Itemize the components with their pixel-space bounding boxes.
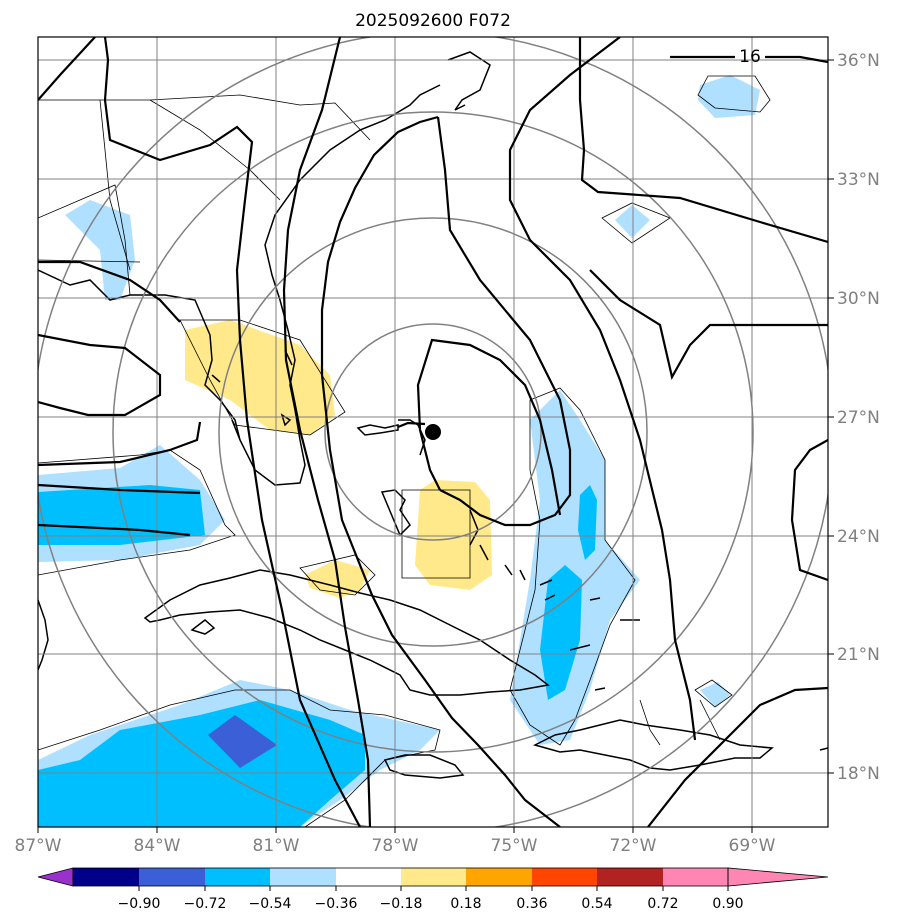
contour-label: 16 [739, 47, 761, 67]
range-rings [38, 37, 828, 827]
colorbar-tick-label: 0.54 [581, 896, 612, 912]
colorbar-tick-label: −0.54 [249, 896, 292, 912]
colorbar-tick-label: −0.36 [315, 896, 358, 912]
colorbar-segment [597, 868, 663, 886]
colorbar-segment [532, 868, 597, 886]
colorbar-extend-left [37, 867, 74, 887]
shading-mid-blue [38, 485, 597, 827]
lat-label: 21°N [837, 645, 880, 665]
colorbar-tick-label: 0.18 [450, 896, 481, 912]
shading-dark-blue [208, 715, 277, 768]
lon-label: 75°W [491, 836, 538, 856]
coastlines [38, 51, 828, 779]
lat-label: 33°N [837, 170, 880, 190]
lat-label: 36°N [837, 51, 880, 71]
colorbar-tick-label: 0.90 [712, 896, 743, 912]
lon-label: 72°W [610, 836, 657, 856]
storm-center-marker [425, 424, 441, 440]
colorbar-segment [73, 868, 139, 886]
lat-label: 30°N [837, 289, 880, 309]
colorbar-segment [401, 868, 466, 886]
colorbar-segment [466, 868, 532, 886]
lon-label: 84°W [134, 836, 181, 856]
colorbar-segment [336, 868, 401, 886]
lat-label: 18°N [837, 764, 880, 784]
colorbar-tick-label: −0.72 [184, 896, 227, 912]
colorbar-segment [139, 868, 205, 886]
colorbar-segment [205, 868, 270, 886]
lon-label: 87°W [15, 836, 62, 856]
lon-label: 78°W [372, 836, 419, 856]
map-frame [37, 36, 829, 828]
colorbar-tick-label: 0.36 [516, 896, 547, 912]
colorbar: −0.90 −0.72 −0.54 −0.36 −0.18 0.18 0.36 … [37, 867, 829, 912]
map-area: 16 [38, 37, 828, 827]
lon-label: 81°W [253, 836, 300, 856]
lat-label: 24°N [837, 527, 880, 547]
latitude-labels: 36°N 33°N 30°N 27°N 24°N 21°N 18°N [837, 51, 880, 784]
colorbar-segment [270, 868, 336, 886]
contour-lines [38, 37, 828, 827]
colorbar-tick-label: −0.90 [118, 896, 161, 912]
map-title: 2025092600 F072 [355, 11, 511, 31]
gridlines [38, 37, 828, 827]
lon-label: 69°W [729, 836, 776, 856]
colorbar-tick-label: 0.72 [647, 896, 678, 912]
colorbar-tick-label: −0.18 [380, 896, 423, 912]
longitude-labels: 87°W 84°W 81°W 78°W 75°W 72°W 69°W [15, 836, 776, 856]
lat-label: 27°N [837, 408, 880, 428]
colorbar-segment [663, 868, 728, 886]
axis-ticks [37, 59, 834, 833]
colorbar-extend-right [727, 867, 829, 887]
